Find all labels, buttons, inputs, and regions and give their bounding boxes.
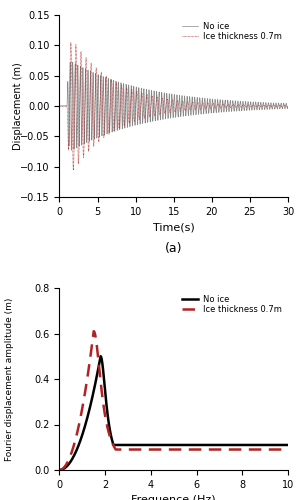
No ice xyxy=(161,116,165,122)
Ice thickness 0.7m xyxy=(280,446,283,452)
Ice thickness 0.7m xyxy=(283,102,287,108)
X-axis label: Time(s): Time(s) xyxy=(153,222,195,232)
No ice xyxy=(58,467,61,473)
No ice xyxy=(230,108,233,114)
Ice thickness 0.7m xyxy=(58,467,61,473)
No ice xyxy=(283,106,287,112)
No ice xyxy=(280,442,283,448)
Ice thickness 0.7m xyxy=(58,103,61,109)
No ice xyxy=(286,103,290,109)
Ice thickness 0.7m xyxy=(69,40,73,46)
Ice thickness 0.7m xyxy=(260,104,263,110)
Ice thickness 0.7m xyxy=(72,167,75,173)
Ice thickness 0.7m xyxy=(69,451,73,457)
Y-axis label: Fourier displacement amplitude (m): Fourier displacement amplitude (m) xyxy=(5,298,14,460)
X-axis label: Frequence (Hz): Frequence (Hz) xyxy=(132,496,216,500)
Ice thickness 0.7m xyxy=(286,446,290,452)
Line: Ice thickness 0.7m: Ice thickness 0.7m xyxy=(59,42,288,170)
No ice xyxy=(260,102,263,108)
Line: Ice thickness 0.7m: Ice thickness 0.7m xyxy=(59,331,288,470)
No ice xyxy=(70,147,73,153)
No ice xyxy=(58,103,61,109)
Line: No ice: No ice xyxy=(59,62,288,150)
Legend: No ice, Ice thickness 0.7m: No ice, Ice thickness 0.7m xyxy=(179,292,284,317)
No ice xyxy=(238,442,241,448)
Ice thickness 0.7m xyxy=(60,103,64,109)
No ice xyxy=(169,442,173,448)
No ice xyxy=(280,442,283,448)
No ice xyxy=(163,442,166,448)
Ice thickness 0.7m xyxy=(230,104,233,110)
Ice thickness 0.7m xyxy=(163,446,166,452)
Ice thickness 0.7m xyxy=(169,446,173,452)
No ice xyxy=(286,442,290,448)
Text: (a): (a) xyxy=(165,242,182,254)
No ice xyxy=(112,80,115,86)
No ice xyxy=(99,354,102,360)
Line: No ice: No ice xyxy=(59,356,288,470)
No ice xyxy=(69,458,73,464)
Ice thickness 0.7m xyxy=(92,328,96,334)
No ice xyxy=(60,103,64,109)
Ice thickness 0.7m xyxy=(161,97,165,103)
Legend: No ice, Ice thickness 0.7m: No ice, Ice thickness 0.7m xyxy=(179,19,284,44)
Ice thickness 0.7m xyxy=(112,124,115,130)
Ice thickness 0.7m xyxy=(238,446,241,452)
Y-axis label: Displacement (m): Displacement (m) xyxy=(13,62,23,150)
No ice xyxy=(71,59,75,65)
Ice thickness 0.7m xyxy=(280,446,283,452)
Ice thickness 0.7m xyxy=(286,103,290,109)
